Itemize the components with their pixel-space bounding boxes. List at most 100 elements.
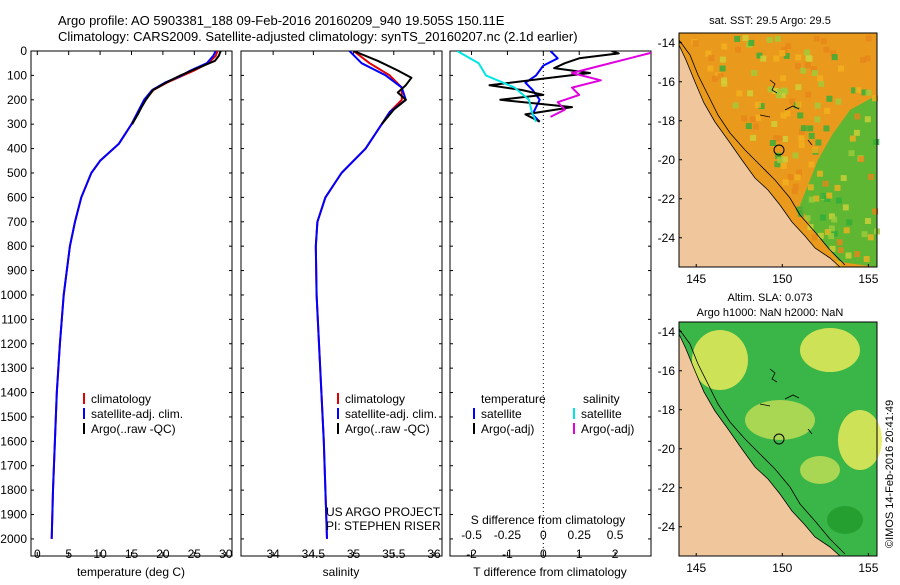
sla-low-anomaly <box>827 506 863 534</box>
map-y-tick-label: -18 <box>658 403 676 417</box>
sla-map-axes: 145 150 155 -14 -16 -18 -20 -22 -24 <box>658 325 879 575</box>
sst-pixel <box>719 56 726 63</box>
sst-pixel <box>831 54 838 61</box>
sst-pixel <box>861 89 868 96</box>
sst-pixel <box>780 75 787 82</box>
legend-temperature-heading: temperature <box>481 392 546 406</box>
temperature-argo-line <box>131 51 222 125</box>
depth-axis: 0 100 200 300 400 500 600 700 800 900 1000 1100 1200… <box>0 44 651 546</box>
sst-pixel <box>867 234 874 241</box>
depth-tick-label: 1200 <box>0 337 27 351</box>
sst-pixel <box>864 116 871 123</box>
legend-satellite-label: satellite-adj. clim. <box>345 407 437 421</box>
map-y-tick-label: -22 <box>658 481 676 495</box>
sst-pixel <box>838 65 844 72</box>
sst-pixel <box>811 234 818 241</box>
sst-pixel <box>849 135 856 142</box>
sst-pixel <box>755 114 762 121</box>
difference-legend: temperature satellite Argo(-adj) salinit… <box>473 392 634 436</box>
sst-pixel <box>756 52 763 59</box>
sla-coastline <box>678 333 841 557</box>
sst-pixel <box>867 173 874 180</box>
sst-pixel <box>823 46 830 53</box>
sst-pixel <box>792 152 799 159</box>
profile-curves <box>50 51 651 539</box>
sst-pixel <box>817 75 824 82</box>
sst-pixel <box>865 35 872 42</box>
sst-pixel <box>845 252 852 259</box>
map-x-tick-label: 145 <box>686 561 706 575</box>
salinity-xlabel: salinity <box>323 565 360 579</box>
sla-high-anomaly <box>692 330 748 390</box>
sst-pixel <box>835 98 842 105</box>
x-tick-label: 36 <box>427 547 441 561</box>
difference-series-group <box>456 51 651 123</box>
legend-satellite-label: satellite-adj. clim. <box>91 407 183 421</box>
sst-pixel <box>834 184 841 191</box>
x-tick-label: 1 <box>576 547 583 561</box>
x-tick-label: 5 <box>65 547 72 561</box>
depth-tick-label: 1100 <box>1 312 27 326</box>
sst-pixel <box>742 35 749 41</box>
depth-tick-label: 1500 <box>0 410 27 424</box>
sst-pixel <box>745 123 752 130</box>
x-tick-label: 34.5 <box>302 547 326 561</box>
s-difference-tick-label: -0.25 <box>494 528 522 542</box>
sst-pixel <box>773 135 780 142</box>
sst-pixel <box>780 112 787 119</box>
sst-pixel <box>817 170 823 177</box>
salinity-series-group <box>314 51 413 539</box>
depth-tick-label: 600 <box>7 190 27 204</box>
sst-pixel <box>826 95 833 102</box>
sst-pixel <box>873 139 880 145</box>
x-tick-label: 10 <box>93 547 107 561</box>
sst-pixel <box>749 116 756 123</box>
temperature-series-group <box>50 51 222 539</box>
sst-pixel <box>814 116 821 123</box>
sst-pixel <box>777 157 784 164</box>
x-tick-label: 2 <box>612 547 619 561</box>
depth-tick-label: 1000 <box>0 288 27 302</box>
sst-pixel <box>842 204 849 211</box>
map-y-tick-label: -14 <box>658 36 676 50</box>
legend-climatology-label: climatology <box>91 392 151 406</box>
sst-pixel <box>854 113 861 120</box>
sst-pixel <box>820 193 827 200</box>
pi-label: PI: STEPHEN RISER <box>326 519 441 533</box>
sst-pixel <box>795 54 802 61</box>
x-tick-label: -1 <box>502 547 513 561</box>
temperature-xlabel: temperature (deg C) <box>77 565 185 579</box>
sst-pixel <box>865 218 871 224</box>
x-tick-label: 30 <box>219 547 233 561</box>
sst-pixel <box>779 50 786 57</box>
depth-tick-label: 2000 <box>0 532 27 546</box>
sst-pixel <box>818 80 825 87</box>
depth-tick-label: 800 <box>7 239 27 253</box>
x-tick-label: -2 <box>466 547 477 561</box>
s-difference-tick-label: 0.25 <box>568 528 592 542</box>
sla-high-anomaly <box>838 410 882 470</box>
sst-pixel <box>780 162 787 169</box>
sst-pixel <box>872 208 879 215</box>
x-tick-label: 0 <box>34 547 41 561</box>
sst-pixel <box>751 70 758 76</box>
sst-pixel <box>769 140 776 146</box>
sst-pixel <box>828 225 835 232</box>
sst-coastline <box>678 44 841 268</box>
sst-pixel <box>806 55 813 62</box>
sla-map-subtitle: Argo h1000: NaN h2000: NaN <box>697 307 844 319</box>
sst-pixel <box>860 57 866 63</box>
sst-pixel <box>750 134 757 141</box>
x-tick-label: 0 <box>540 547 547 561</box>
sst-pixel <box>824 229 831 235</box>
sst-pixel <box>810 66 817 72</box>
map-y-tick-label: -16 <box>658 364 676 378</box>
sst-pixel <box>824 195 831 202</box>
sst-pixel <box>796 206 803 213</box>
map-y-tick-label: -20 <box>658 442 676 456</box>
sst-pixel <box>771 121 778 127</box>
sst-pixel <box>779 92 786 99</box>
depth-tick-label: 700 <box>7 215 27 229</box>
sst-pixel <box>773 55 780 62</box>
